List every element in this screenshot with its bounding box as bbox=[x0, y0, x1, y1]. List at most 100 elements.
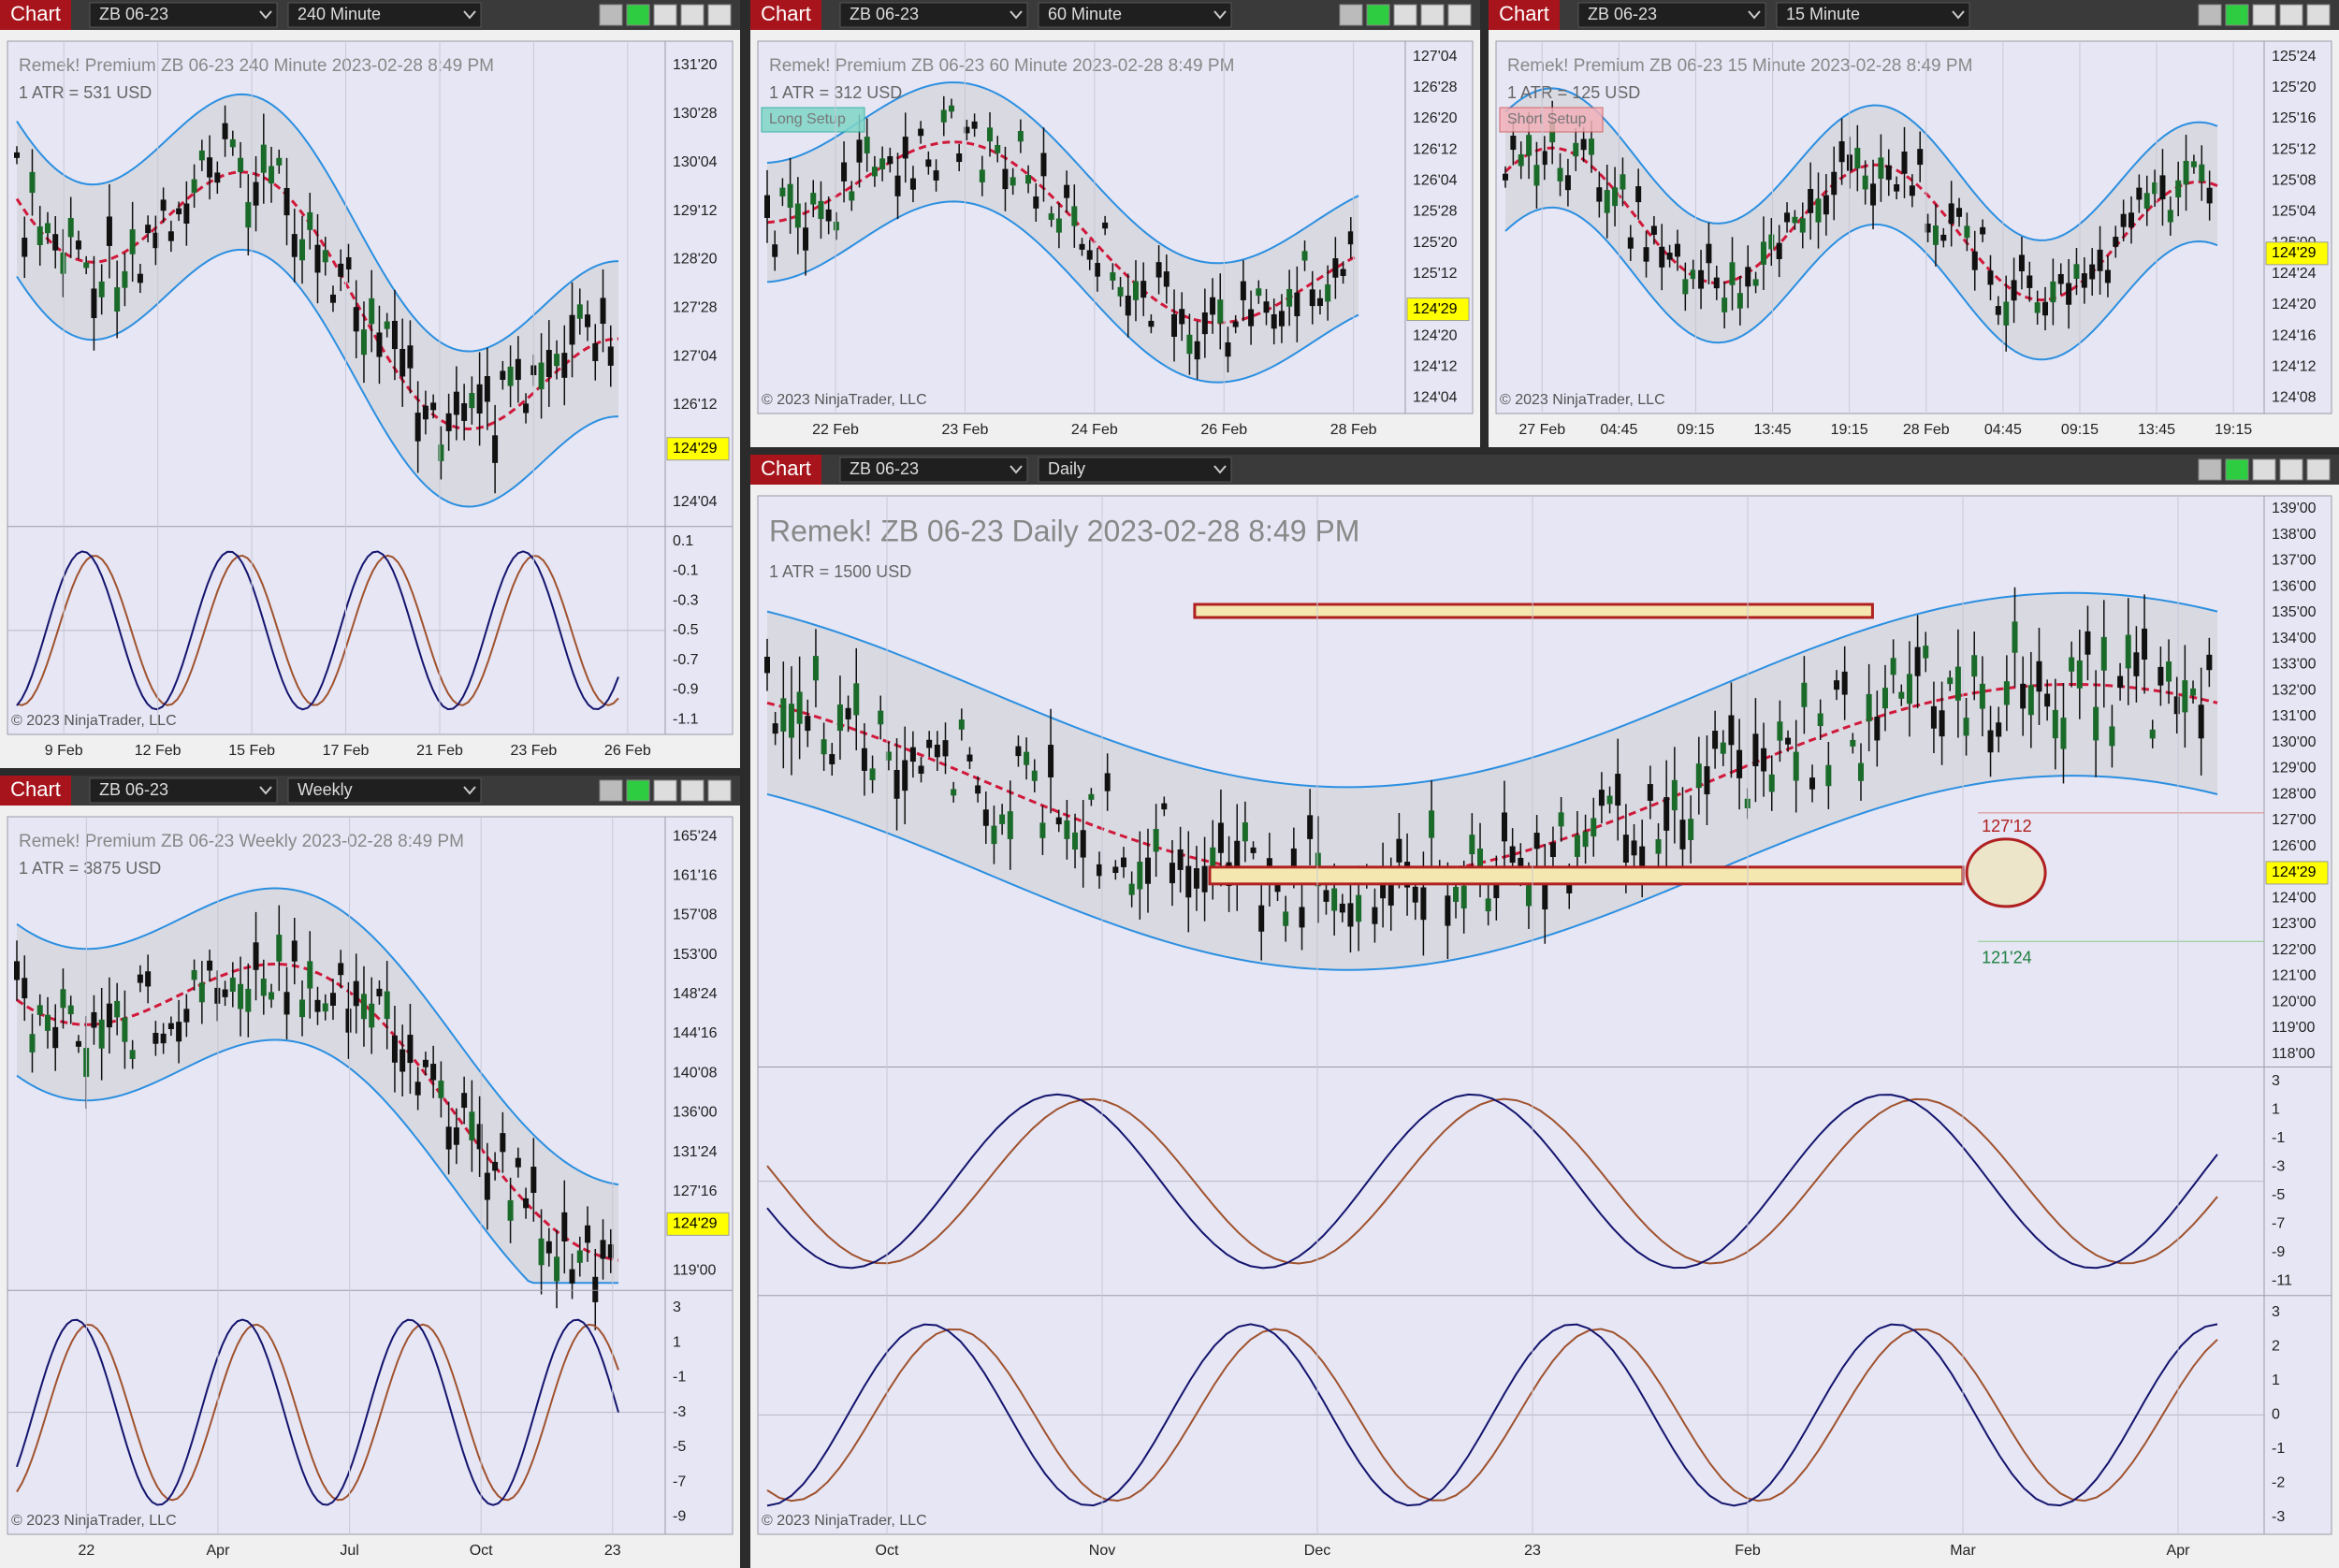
timeframe-dropdown[interactable] bbox=[1776, 2, 1970, 28]
axis-label: 127'04 bbox=[1413, 49, 1458, 65]
window-button[interactable] bbox=[2252, 458, 2276, 481]
candle-body bbox=[951, 789, 957, 796]
candle-body bbox=[1477, 848, 1484, 872]
window-button[interactable] bbox=[1420, 4, 1445, 26]
instrument: ZB 06-23 bbox=[850, 5, 919, 23]
candle-body bbox=[821, 739, 827, 755]
instrument-dropdown[interactable] bbox=[89, 777, 278, 804]
candle-body bbox=[2027, 275, 2033, 288]
candle-body bbox=[1445, 895, 1451, 926]
candle-body bbox=[1274, 883, 1281, 893]
window-button[interactable] bbox=[1366, 4, 1390, 26]
axis-label: 120'00 bbox=[2272, 994, 2317, 1009]
window-button[interactable] bbox=[653, 4, 677, 26]
window-button[interactable] bbox=[2198, 4, 2222, 26]
candle-body bbox=[538, 1238, 545, 1266]
window-button[interactable] bbox=[2306, 458, 2331, 481]
window-button[interactable] bbox=[1447, 4, 1472, 26]
candle-body bbox=[1232, 321, 1239, 327]
candle-body bbox=[780, 698, 787, 733]
window-button[interactable] bbox=[2279, 458, 2303, 481]
candle-body bbox=[1193, 868, 1199, 889]
axis-label: 161'16 bbox=[673, 867, 718, 883]
window-button[interactable] bbox=[2279, 4, 2303, 26]
candle-body bbox=[1925, 223, 1931, 233]
candle-body bbox=[238, 983, 244, 1009]
candle-body bbox=[1102, 222, 1109, 229]
candle-body bbox=[1834, 680, 1840, 690]
chart-button[interactable] bbox=[750, 455, 821, 485]
candle-body bbox=[1332, 258, 1339, 278]
axis-label: 125'24 bbox=[2272, 49, 2317, 65]
chart-button[interactable] bbox=[1489, 0, 1560, 30]
candle-body bbox=[1752, 733, 1759, 767]
candle-body bbox=[1898, 691, 1905, 699]
candle-body bbox=[1493, 878, 1500, 899]
candle-body bbox=[2093, 706, 2099, 741]
instrument-dropdown[interactable] bbox=[89, 2, 278, 28]
window-button[interactable] bbox=[653, 779, 677, 802]
candle-body bbox=[995, 144, 1001, 153]
candle-body bbox=[145, 971, 152, 987]
candle-body bbox=[422, 405, 429, 420]
timeframe: 240 Minute bbox=[298, 5, 381, 23]
candle-body bbox=[2143, 193, 2150, 210]
candle-body bbox=[788, 704, 794, 738]
chart-button[interactable] bbox=[0, 776, 71, 806]
window-button[interactable] bbox=[2306, 4, 2331, 26]
instrument-dropdown[interactable] bbox=[839, 457, 1028, 483]
instrument-dropdown[interactable] bbox=[1577, 2, 1766, 28]
chart-button[interactable] bbox=[0, 0, 71, 30]
candle-body bbox=[137, 273, 143, 283]
window-button[interactable] bbox=[1339, 4, 1363, 26]
timeframe-dropdown[interactable] bbox=[1038, 2, 1232, 28]
chart-label: Chart bbox=[761, 457, 811, 480]
window-button[interactable] bbox=[2225, 4, 2249, 26]
window-button[interactable] bbox=[680, 4, 705, 26]
axis-label: 0 bbox=[2272, 1407, 2280, 1423]
candle-body bbox=[1533, 833, 1540, 849]
window-button[interactable] bbox=[680, 779, 705, 802]
candle-body bbox=[322, 1003, 328, 1012]
candle-body bbox=[291, 234, 298, 257]
window-button[interactable] bbox=[2225, 458, 2249, 481]
chart-button[interactable] bbox=[750, 0, 821, 30]
band-upper bbox=[766, 81, 1359, 265]
candle-body bbox=[1631, 840, 1637, 856]
instrument-dropdown[interactable] bbox=[839, 2, 1028, 28]
time-label: 13:45 bbox=[1754, 422, 1792, 438]
time-label: 15 Feb bbox=[228, 743, 275, 759]
candle-body bbox=[353, 980, 359, 1007]
window-button[interactable] bbox=[626, 4, 650, 26]
window-button[interactable] bbox=[2198, 458, 2222, 481]
candle-body bbox=[1815, 198, 1822, 223]
window-button[interactable] bbox=[707, 4, 732, 26]
window-button[interactable] bbox=[707, 779, 732, 802]
candle-body bbox=[1110, 272, 1116, 281]
candle-body bbox=[44, 1014, 51, 1031]
time-label: 28 Feb bbox=[1903, 422, 1950, 438]
candle-body bbox=[971, 121, 978, 129]
candle-body bbox=[407, 345, 414, 369]
timeframe-dropdown[interactable] bbox=[287, 777, 482, 804]
candle-body bbox=[1031, 770, 1038, 781]
candle-body bbox=[1148, 320, 1155, 327]
window-button[interactable] bbox=[599, 4, 623, 26]
candle-body bbox=[1210, 847, 1216, 873]
axis-label: -3 bbox=[2272, 1159, 2285, 1175]
candle-body bbox=[1309, 289, 1315, 307]
candle-body bbox=[926, 739, 933, 748]
candle-body bbox=[1728, 715, 1735, 746]
timeframe-dropdown[interactable] bbox=[287, 2, 482, 28]
candle-body bbox=[60, 252, 66, 274]
window-button[interactable] bbox=[599, 779, 623, 802]
time-label: 12 Feb bbox=[135, 743, 182, 759]
axis-label: 125'20 bbox=[2272, 80, 2317, 95]
window-button[interactable] bbox=[2252, 4, 2276, 26]
timeframe-dropdown[interactable] bbox=[1038, 457, 1232, 483]
band-lower bbox=[1504, 206, 2218, 361]
window-button[interactable] bbox=[1393, 4, 1417, 26]
candle-body bbox=[1024, 751, 1030, 765]
candle-body bbox=[1901, 151, 1908, 174]
window-button[interactable] bbox=[626, 779, 650, 802]
